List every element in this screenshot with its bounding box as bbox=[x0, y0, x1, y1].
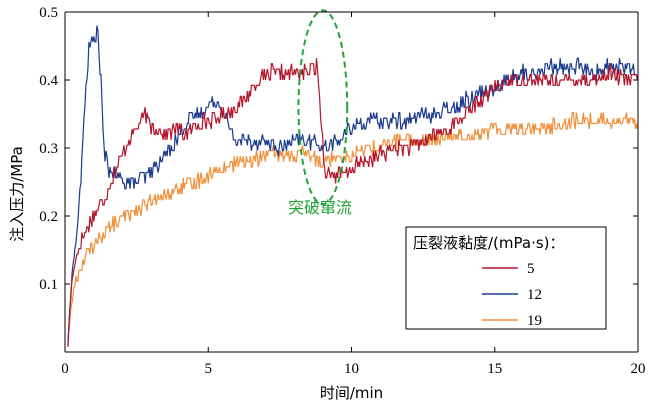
y-axis-title: 注入压力/MPa bbox=[8, 146, 26, 242]
x-tick-label: 0 bbox=[61, 361, 69, 377]
y-tick-label: 0.2 bbox=[39, 209, 58, 225]
x-axis-title: 时间/min bbox=[320, 384, 383, 402]
annotation-label: 突破窜流 bbox=[288, 198, 352, 217]
x-tick-label: 20 bbox=[631, 361, 646, 377]
y-tick-label: 0.1 bbox=[39, 277, 58, 293]
y-tick-label: 0.5 bbox=[39, 5, 58, 21]
x-ticks: 0 5 10 15 20 bbox=[61, 12, 646, 377]
legend-label-5: 5 bbox=[527, 261, 535, 277]
y-ticks: 0.1 0.2 0.3 0.4 0.5 bbox=[39, 5, 638, 293]
legend: 压裂液黏度/(mPa·s)： 5 12 19 bbox=[405, 226, 607, 330]
series-layer bbox=[67, 25, 638, 347]
axes: 0 5 10 15 20 0.1 0.2 0.3 0.4 0.5 0 时间/min 注入压力/M… bbox=[8, 5, 646, 402]
legend-label-12: 12 bbox=[527, 287, 542, 303]
annotation: 突破窜流 bbox=[288, 9, 352, 217]
x-tick-label: 15 bbox=[487, 361, 502, 377]
legend-box bbox=[405, 226, 607, 330]
x-tick-label: 5 bbox=[205, 361, 213, 377]
series-line-19 bbox=[67, 112, 638, 342]
legend-label-19: 19 bbox=[527, 313, 542, 329]
y-tick-label: 0.3 bbox=[39, 141, 58, 157]
legend-title: 压裂液黏度/(mPa·s)： bbox=[413, 234, 565, 252]
y-tick-label: 0.4 bbox=[39, 73, 58, 89]
series-line-5 bbox=[67, 58, 638, 347]
legend-items: 5 12 19 bbox=[482, 261, 542, 329]
breakthrough-ellipse bbox=[297, 9, 349, 206]
series-line-12 bbox=[67, 25, 638, 347]
x-tick-label: 10 bbox=[344, 361, 359, 377]
